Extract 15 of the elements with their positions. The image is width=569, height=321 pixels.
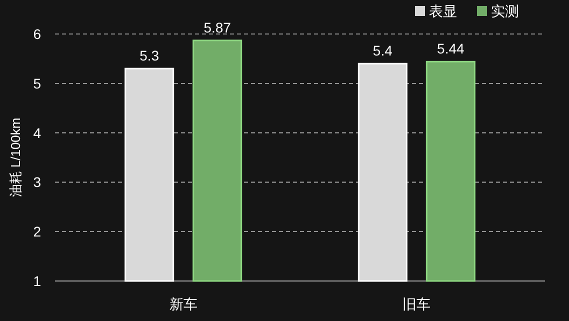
data-label: 5.87	[204, 19, 232, 36]
x-tick-label: 旧车	[402, 296, 431, 312]
legend-label: 表显	[429, 3, 457, 19]
data-label: 5.3	[140, 48, 160, 64]
y-axis-title: 油耗 L/100km	[8, 118, 23, 198]
x-tick-label: 新车	[169, 296, 198, 312]
legend-label: 实测	[491, 3, 519, 19]
data-label: 5.44	[437, 40, 465, 57]
y-tick-label: 6	[33, 26, 42, 42]
y-tick-label: 4	[33, 124, 42, 141]
y-tick-label: 1	[33, 273, 42, 289]
data-label: 5.4	[372, 42, 393, 59]
y-tick-label: 2	[33, 224, 42, 240]
y-tick-label: 5	[33, 75, 42, 92]
y-tick-label: 3	[33, 174, 42, 190]
